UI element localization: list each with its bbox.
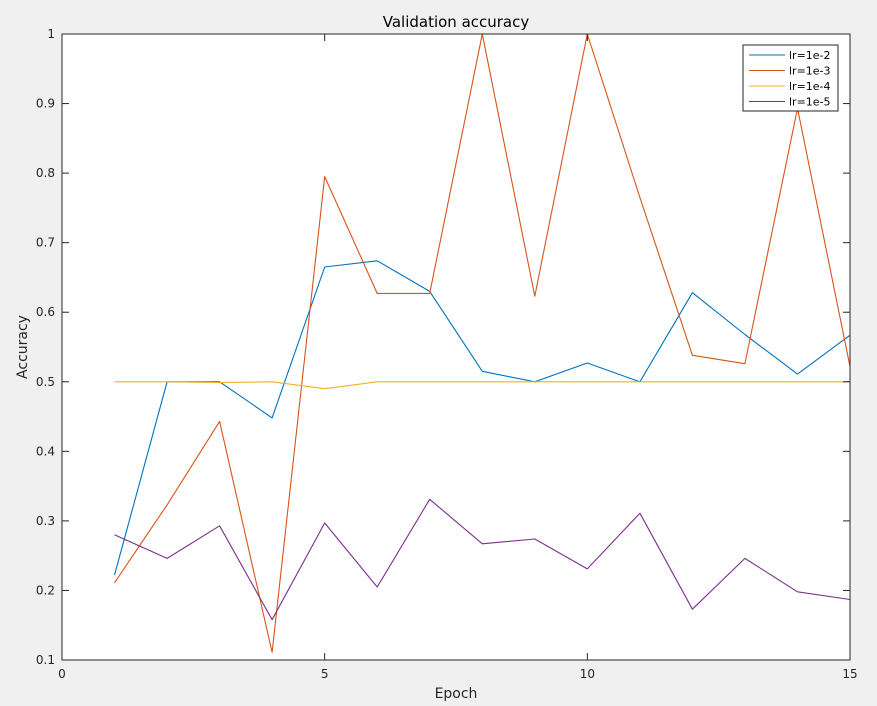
y-tick-label: 0.3 xyxy=(36,514,55,528)
legend: lr=1e-2 lr=1e-3 lr=1e-4 lr=1e-5 xyxy=(742,44,839,112)
legend-label-2: lr=1e-3 xyxy=(789,65,831,78)
plot-frame xyxy=(61,33,851,661)
series-line-4 xyxy=(114,498,851,621)
chart-title: Validation accuracy xyxy=(383,13,530,31)
y-tick-label: 1 xyxy=(47,27,55,41)
y-tick-label: 0.8 xyxy=(36,166,55,180)
legend-box xyxy=(742,44,839,112)
y-axis-label: Accuracy xyxy=(15,315,31,379)
x-tick-label: 15 xyxy=(842,667,857,681)
x-tick-label: 0 xyxy=(58,667,66,681)
plot-area xyxy=(62,34,850,660)
x-tick-label: 5 xyxy=(321,667,329,681)
legend-label-4: lr=1e-5 xyxy=(789,96,831,109)
x-axis-label: Epoch xyxy=(435,686,478,702)
y-tick-label: 0.2 xyxy=(36,583,55,597)
legend-label-1: lr=1e-2 xyxy=(789,49,831,62)
y-tick-label: 0.9 xyxy=(36,97,55,111)
legend-label-3: lr=1e-4 xyxy=(789,80,831,93)
y-tick-label: 0.6 xyxy=(36,305,55,319)
y-tick-label: 0.7 xyxy=(36,236,55,250)
series-line-1 xyxy=(113,260,851,576)
tick-layer: 0 5 10 15 0.1 0.2 0.3 0.4 0.5 0.6 0.7 0.8 0.9 1 xyxy=(36,27,858,681)
y-tick-label: 0.1 xyxy=(36,653,55,667)
series-line-3 xyxy=(114,381,850,390)
y-tick-label: 0.4 xyxy=(36,444,55,458)
x-tick-label: 10 xyxy=(580,667,595,681)
series-layer xyxy=(113,33,851,653)
y-tick-label: 0.5 xyxy=(36,375,55,389)
